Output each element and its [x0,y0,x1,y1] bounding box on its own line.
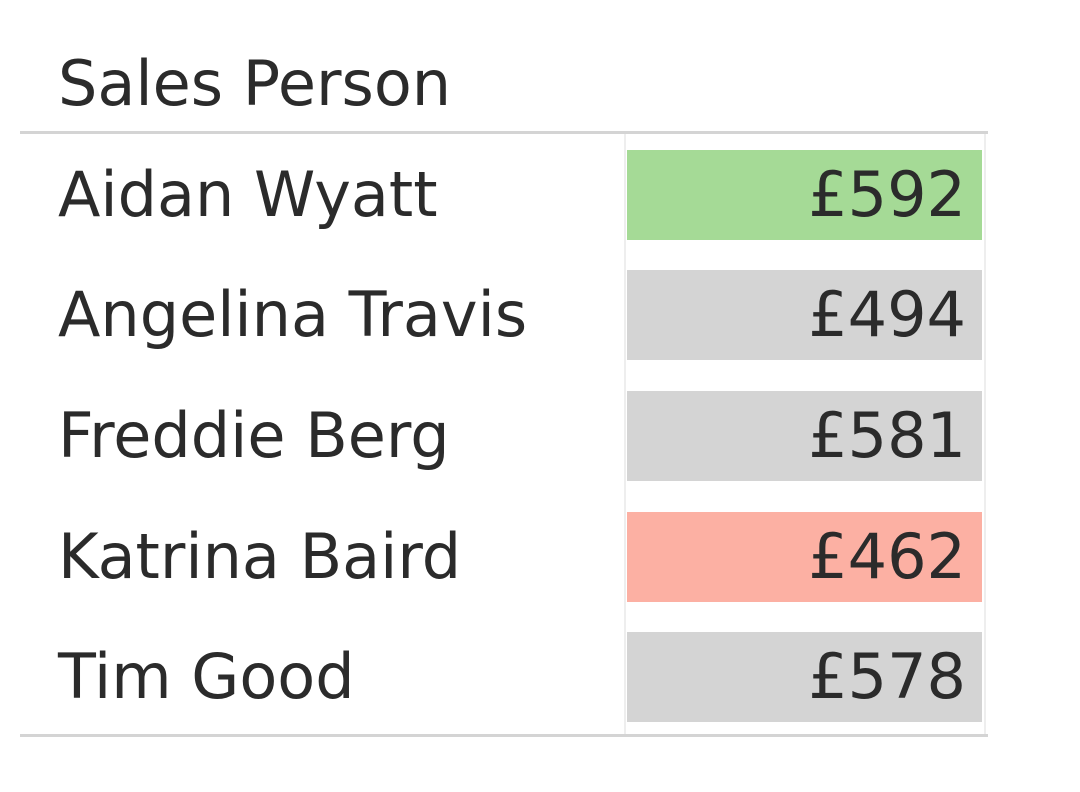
column-header-sales-person: Sales Person [58,47,452,120]
table-row[interactable]: Freddie Berg £581 [0,391,1000,481]
value-cell: £592 [627,150,982,240]
table-bottom-rule [20,734,988,737]
sales-person-name: Tim Good [58,640,355,713]
column-divider [624,134,626,734]
header-divider [20,131,988,134]
table-row[interactable]: Aidan Wyatt £592 [0,150,1000,240]
value-cell: £578 [627,632,982,722]
table-row[interactable]: Tim Good £578 [0,632,1000,722]
sales-person-name: Katrina Baird [58,520,462,593]
value-cell: £494 [627,270,982,360]
table-row[interactable]: Katrina Baird £462 [0,512,1000,602]
value-cell: £581 [627,391,982,481]
sales-person-name: Freddie Berg [58,399,450,472]
sales-person-name: Aidan Wyatt [58,158,438,231]
table-row[interactable]: Angelina Travis £494 [0,270,1000,360]
value-cell: £462 [627,512,982,602]
table-right-edge [984,134,986,734]
sales-person-name: Angelina Travis [58,278,528,351]
